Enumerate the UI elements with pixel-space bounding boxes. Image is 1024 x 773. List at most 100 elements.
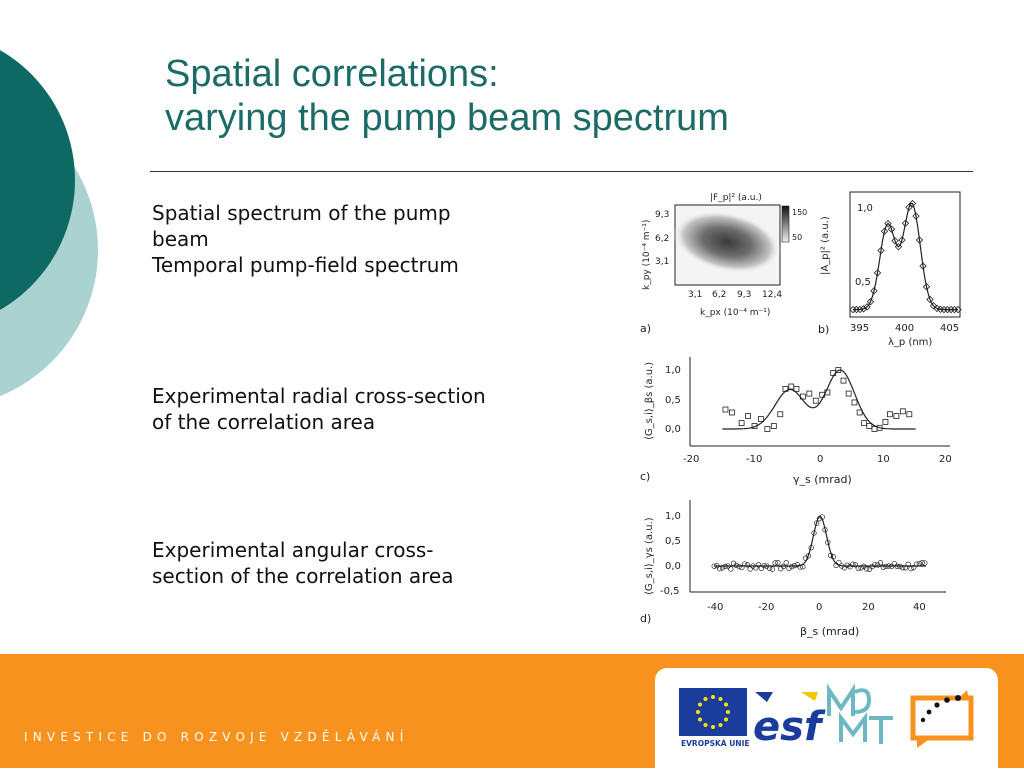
data-marker (891, 237, 899, 245)
data-marker (744, 562, 751, 568)
data-marker (863, 566, 870, 572)
data-marker (775, 560, 781, 566)
data-marker (719, 565, 726, 571)
data-marker (840, 377, 847, 384)
data-marker (830, 554, 837, 560)
data-marker (859, 305, 868, 313)
panel-label: a) (640, 322, 651, 335)
data-marker (926, 295, 934, 304)
colorbar-tick: 50 (792, 233, 802, 242)
data-marker (916, 560, 922, 567)
figure-panels: |F_p|² (a.u.) 150 50 9,3 6,2 3,1 3,1 6,2… (640, 191, 962, 638)
logo-panel: EVROPSKÁ UNIE esf (655, 668, 998, 768)
panel-d: 1,0 0,5 0,0 -0,5 -40 -20 0 20 40 β_s (mr… (640, 500, 946, 638)
x-tick: 20 (939, 454, 952, 465)
esf-text: esf (753, 704, 826, 750)
heatmap-blob (672, 210, 782, 274)
title-line-1: Spatial correlations: (165, 53, 499, 95)
y-axis-label: |A_p|² (a.u.) (820, 216, 831, 275)
data-marker (954, 305, 962, 314)
data-marker (839, 563, 845, 569)
data-marker (770, 423, 777, 429)
x-tick: 40 (913, 602, 926, 613)
data-marker (893, 413, 900, 419)
caption-text: of the correlation area (152, 410, 376, 434)
colorbar (781, 205, 790, 243)
data-marker (753, 565, 759, 571)
data-marker (866, 423, 873, 429)
data-marker (733, 562, 739, 569)
x-axis-label: λ_p (nm) (888, 337, 932, 348)
data-marker (755, 562, 762, 568)
y-tick: -0,5 (660, 586, 680, 597)
data-marker (847, 564, 853, 570)
data-marker (717, 566, 723, 572)
data-marker (800, 564, 806, 570)
slide-title: Spatial correlations: varying the pump b… (165, 52, 985, 140)
data-marker (808, 545, 814, 551)
eu-star (718, 723, 723, 727)
data-marker (858, 565, 864, 571)
data-marker (769, 566, 776, 572)
data-marker (887, 411, 893, 418)
data-marker (783, 560, 789, 566)
plot-frame (849, 191, 961, 318)
op-vk-logo (910, 690, 974, 748)
y-tick: 6,2 (655, 234, 669, 244)
data-marker (816, 515, 823, 522)
spectrum-curve (853, 202, 958, 311)
data-marker (766, 565, 773, 571)
data-marker (782, 385, 789, 392)
data-marker (729, 409, 735, 416)
panel-label: d) (640, 612, 651, 625)
y-tick: 0,5 (665, 395, 681, 406)
data-marker (722, 563, 728, 570)
data-marker (897, 563, 903, 570)
colorbar-title: |F_p|² (a.u.) (710, 193, 762, 203)
caption-text: Experimental radial cross-section (152, 384, 486, 408)
y-tick: 0,0 (665, 561, 681, 572)
data-marker (850, 561, 856, 567)
data-marker (901, 219, 910, 227)
data-marker (824, 389, 831, 396)
decorative-circles (0, 50, 98, 397)
y-axis-label: k_py (10⁻⁴ m⁻¹) (642, 220, 652, 290)
x-tick: -20 (758, 602, 774, 613)
data-marker (886, 563, 892, 569)
data-marker (835, 367, 842, 373)
data-marker (877, 246, 885, 255)
data-marker (891, 560, 897, 567)
eu-star (718, 697, 723, 701)
data-marker (884, 219, 892, 228)
data-marker (905, 561, 911, 567)
panel-b: 1,0 0,5 395 400 405 λ_p (nm) |A_p|² (a.u… (818, 191, 962, 348)
data-marker (758, 416, 764, 422)
data-marker (882, 419, 889, 425)
eu-star (698, 717, 702, 722)
x-axis-label: β_s (mrad) (800, 625, 859, 638)
data-marker (830, 370, 837, 376)
data-marker (866, 298, 875, 306)
data-marker (912, 212, 920, 220)
data-marker (806, 390, 813, 397)
data-marker (791, 562, 798, 569)
x-tick: 12,4 (762, 290, 782, 300)
eu-star (696, 710, 700, 714)
panel-c: 1,0 0,5 0,0 -20 -10 0 10 20 γ_s (mrad) ⟨… (640, 357, 952, 486)
y-tick: 1,0 (665, 511, 681, 522)
data-marker (742, 561, 748, 567)
y-tick: 1,0 (665, 365, 681, 376)
data-marker (750, 563, 756, 569)
data-marker (786, 565, 792, 571)
data-marker (851, 399, 858, 406)
data-marker (844, 562, 850, 568)
data-marker (805, 553, 812, 559)
x-tick: 0 (816, 602, 822, 613)
eu-caption: EVROPSKÁ UNIE (681, 739, 750, 748)
caption-text: Spatial spectrum of the pump (152, 201, 451, 225)
data-marker (863, 303, 871, 311)
data-marker (894, 563, 900, 569)
data-marker (856, 409, 863, 416)
y-axis-label: ⟨G_s,i⟩_βs (a.u.) (644, 362, 655, 440)
data-marker (876, 424, 883, 431)
